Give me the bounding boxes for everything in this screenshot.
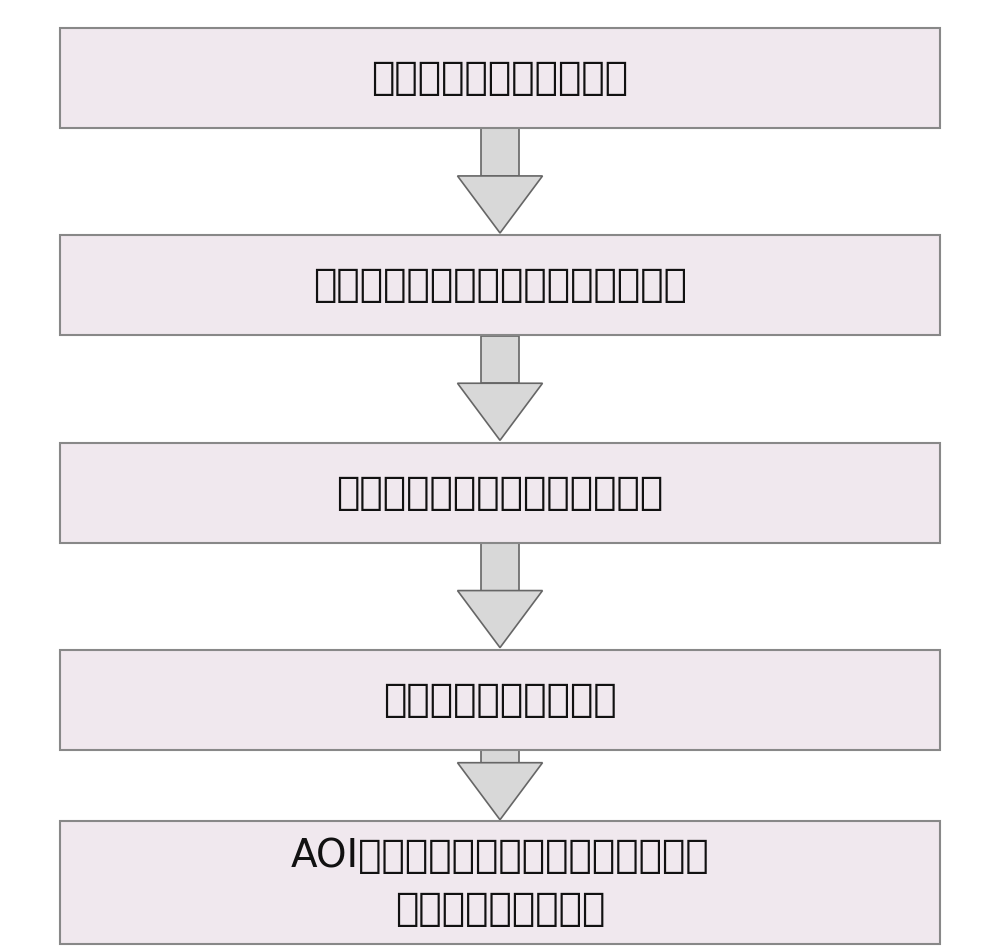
- Polygon shape: [458, 383, 542, 440]
- Text: 调整固定支架的位置，拧紧紧固装置: 调整固定支架的位置，拧紧紧固装置: [313, 266, 687, 304]
- Text: 调整滑块的位置，拧紧锁紧装置: 调整滑块的位置，拧紧锁紧装置: [336, 474, 664, 512]
- Text: 将电路板固定在滑块上: 将电路板固定在滑块上: [383, 681, 617, 719]
- Polygon shape: [458, 176, 542, 233]
- Text: AOI检测完毕，松开锁紧装置，取下电
路板，松开紧固装置: AOI检测完毕，松开锁紧装置，取下电 路板，松开紧固装置: [291, 837, 709, 928]
- Bar: [481, 128, 519, 176]
- Polygon shape: [458, 591, 542, 648]
- Bar: [481, 336, 519, 383]
- Polygon shape: [458, 763, 542, 820]
- Bar: [60, 821, 940, 944]
- Bar: [60, 650, 940, 749]
- Text: 松开紧固装置和锁紧装置: 松开紧固装置和锁紧装置: [371, 59, 629, 97]
- Bar: [481, 543, 519, 591]
- Bar: [60, 443, 940, 542]
- Bar: [60, 28, 940, 127]
- Bar: [60, 236, 940, 336]
- Bar: [481, 750, 519, 763]
